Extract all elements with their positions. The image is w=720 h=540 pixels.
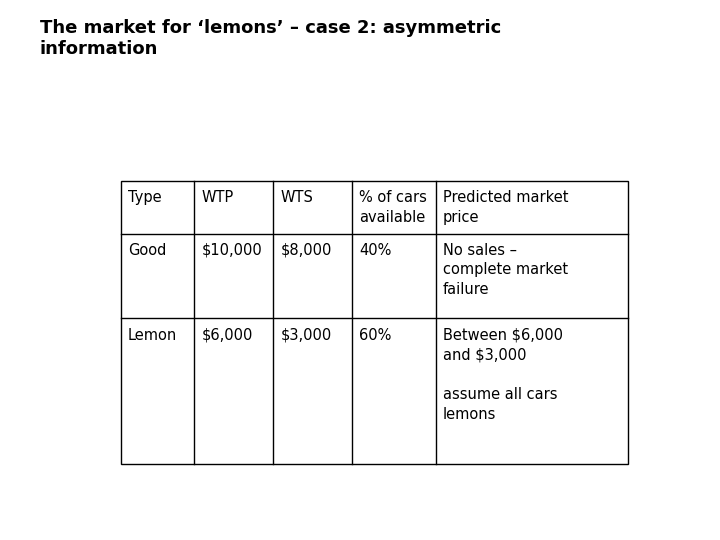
Text: WTS: WTS bbox=[280, 191, 313, 205]
Text: Good: Good bbox=[128, 242, 166, 258]
Text: $10,000: $10,000 bbox=[202, 242, 262, 258]
Text: No sales –
complete market
failure: No sales – complete market failure bbox=[443, 242, 568, 298]
Text: WTP: WTP bbox=[202, 191, 234, 205]
Text: Lemon: Lemon bbox=[128, 327, 177, 342]
Text: % of cars
available: % of cars available bbox=[359, 191, 427, 225]
Text: 40%: 40% bbox=[359, 242, 392, 258]
Text: Between $6,000
and $3,000

assume all cars
lemons: Between $6,000 and $3,000 assume all car… bbox=[443, 327, 563, 422]
Text: 60%: 60% bbox=[359, 327, 392, 342]
Text: Type: Type bbox=[128, 191, 161, 205]
Text: Predicted market
price: Predicted market price bbox=[443, 191, 568, 225]
Text: $3,000: $3,000 bbox=[280, 327, 331, 342]
Bar bbox=[121, 181, 629, 464]
Text: The market for ‘lemons’ – case 2: asymmetric
information: The market for ‘lemons’ – case 2: asymme… bbox=[40, 19, 501, 58]
Text: $6,000: $6,000 bbox=[202, 327, 253, 342]
Text: $8,000: $8,000 bbox=[280, 242, 332, 258]
